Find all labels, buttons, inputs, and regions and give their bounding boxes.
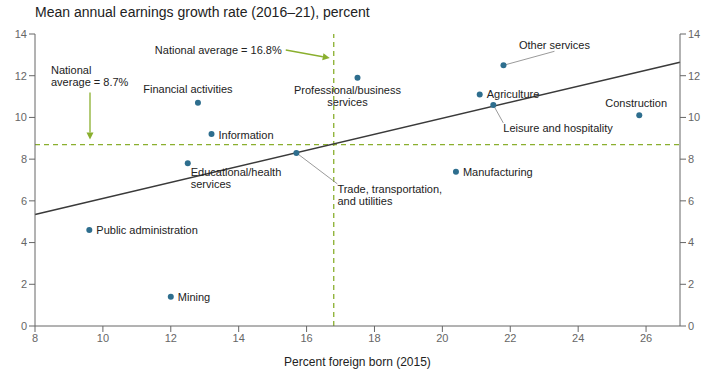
- svg-text:14: 14: [688, 28, 700, 40]
- svg-text:Percent foreign born (2015): Percent foreign born (2015): [284, 355, 431, 369]
- svg-text:Trade, transportation,and util: Trade, transportation,and utilities: [337, 183, 442, 207]
- svg-text:20: 20: [436, 332, 448, 344]
- svg-text:Leisure and hospitality: Leisure and hospitality: [503, 122, 613, 134]
- svg-text:Professional/businessservices: Professional/businessservices: [294, 84, 402, 108]
- html-text:Mean annual earnings growth ra: Mean annual earnings growth rate (2016–2…: [35, 4, 370, 20]
- svg-text:10: 10: [688, 111, 700, 123]
- svg-text:0: 0: [688, 320, 694, 332]
- svg-text:12: 12: [688, 70, 700, 82]
- svg-text:6: 6: [688, 195, 694, 207]
- svg-text:4: 4: [688, 236, 694, 248]
- svg-text:18: 18: [368, 332, 380, 344]
- svg-text:14: 14: [15, 28, 27, 40]
- svg-text:6: 6: [21, 195, 27, 207]
- svg-text:National average = 16.8%: National average = 16.8%: [155, 44, 282, 56]
- svg-text:Financial activities: Financial activities: [143, 83, 233, 95]
- svg-text:Construction: Construction: [605, 97, 667, 109]
- svg-text:Educational/healthservices: Educational/healthservices: [191, 166, 282, 190]
- svg-text:Mining: Mining: [178, 291, 210, 303]
- svg-text:8: 8: [688, 153, 694, 165]
- svg-text:26: 26: [640, 332, 652, 344]
- svg-text:Public administration: Public administration: [96, 224, 198, 236]
- svg-text:Other services: Other services: [519, 39, 590, 51]
- svg-text:14: 14: [233, 332, 245, 344]
- svg-text:2: 2: [688, 278, 694, 290]
- svg-text:Manufacturing: Manufacturing: [463, 166, 533, 178]
- svg-text:16: 16: [300, 332, 312, 344]
- svg-text:24: 24: [572, 332, 584, 344]
- svg-text:0: 0: [21, 320, 27, 332]
- svg-text:Nationalaverage = 8.7%: Nationalaverage = 8.7%: [51, 64, 129, 88]
- svg-text:8: 8: [21, 153, 27, 165]
- svg-text:10: 10: [15, 111, 27, 123]
- svg-text:2: 2: [21, 278, 27, 290]
- svg-text:12: 12: [165, 332, 177, 344]
- svg-text:Agriculture: Agriculture: [487, 88, 540, 100]
- svg-text:22: 22: [504, 332, 516, 344]
- svg-text:10: 10: [97, 332, 109, 344]
- svg-text:Information: Information: [219, 129, 274, 141]
- svg-text:8: 8: [32, 332, 38, 344]
- svg-text:12: 12: [15, 70, 27, 82]
- svg-text:4: 4: [21, 236, 27, 248]
